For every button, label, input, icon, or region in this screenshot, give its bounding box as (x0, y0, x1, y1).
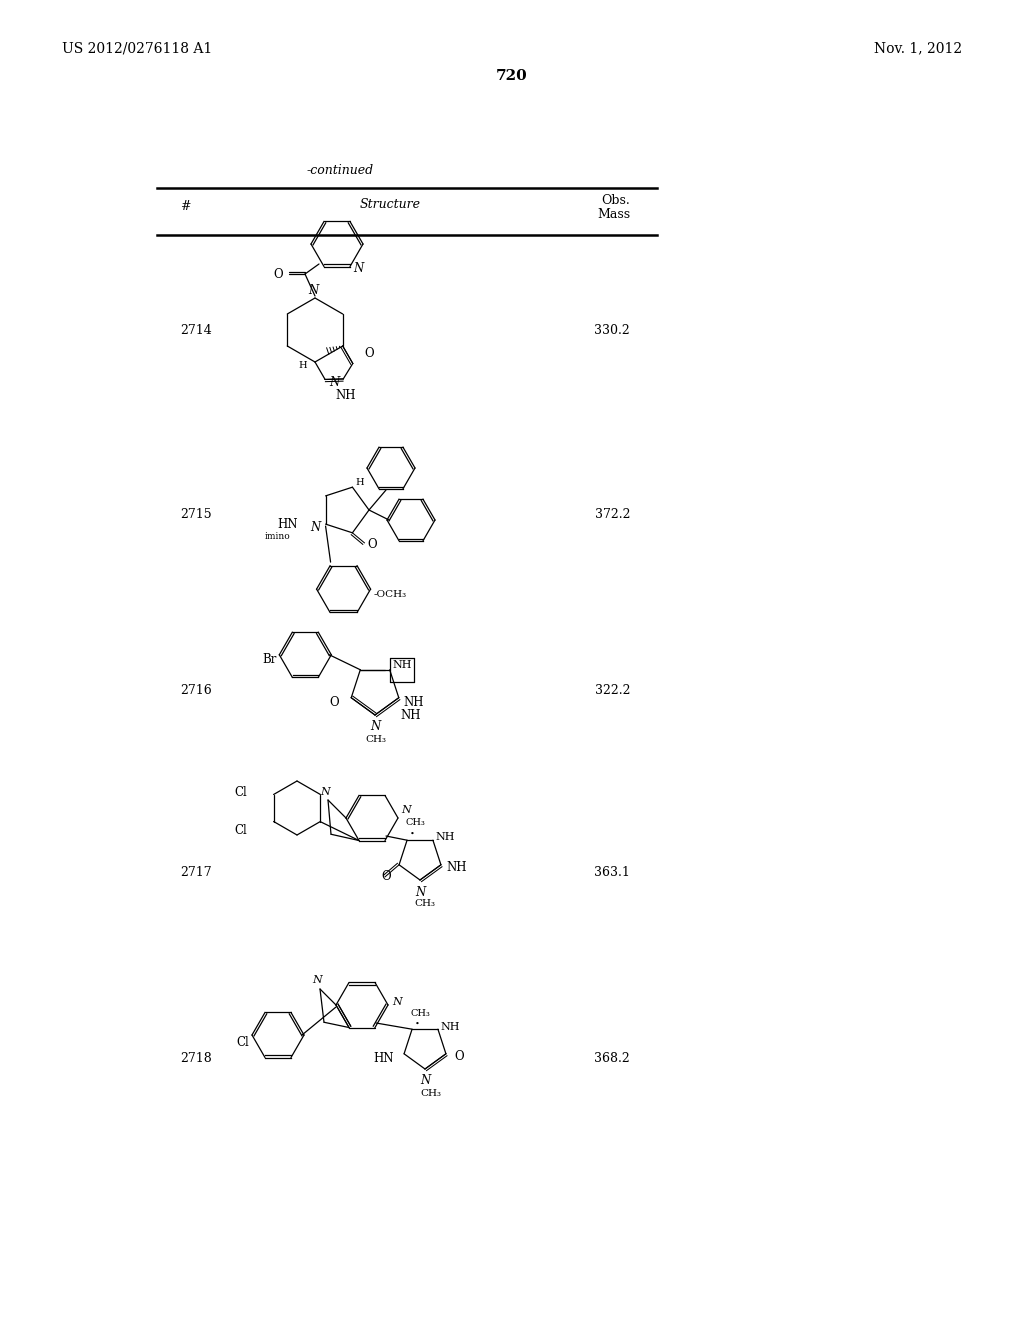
Text: N: N (308, 284, 318, 297)
Text: CH₃: CH₃ (406, 817, 425, 826)
Text: NH: NH (403, 696, 424, 709)
Text: N: N (312, 975, 322, 985)
Text: O: O (365, 347, 375, 360)
Text: CH₃: CH₃ (414, 899, 435, 908)
Text: Obs.: Obs. (601, 194, 630, 206)
Text: N: N (392, 997, 401, 1007)
Text: 372.2: 372.2 (595, 508, 630, 521)
Text: 322.2: 322.2 (595, 684, 630, 697)
Text: NH: NH (436, 832, 456, 842)
Text: #: # (180, 201, 190, 214)
Text: Nov. 1, 2012: Nov. 1, 2012 (873, 41, 962, 55)
Text: 330.2: 330.2 (594, 323, 630, 337)
Text: N: N (329, 376, 339, 389)
Text: •: • (415, 1020, 420, 1028)
Text: NH: NH (392, 660, 413, 669)
Text: 2715: 2715 (180, 508, 212, 521)
Text: Structure: Structure (359, 198, 421, 211)
Text: Cl: Cl (237, 1036, 249, 1049)
Text: Cl: Cl (234, 785, 247, 799)
Text: 2716: 2716 (180, 684, 212, 697)
Text: N: N (353, 261, 364, 275)
Text: 363.1: 363.1 (594, 866, 630, 879)
Text: O: O (382, 870, 391, 883)
Text: N: N (370, 721, 380, 734)
Text: 368.2: 368.2 (594, 1052, 630, 1064)
Text: iminο: iminο (265, 532, 291, 541)
Text: 2717: 2717 (180, 866, 212, 879)
Text: 2718: 2718 (180, 1052, 212, 1064)
Text: CH₃: CH₃ (410, 1008, 430, 1018)
Text: -OCH₃: -OCH₃ (374, 590, 407, 598)
Text: O: O (330, 696, 339, 709)
Text: N: N (310, 520, 321, 533)
Text: NH: NH (335, 389, 355, 403)
Text: Mass: Mass (597, 207, 630, 220)
Text: H: H (299, 362, 307, 371)
Text: N: N (401, 805, 411, 814)
Text: US 2012/0276118 A1: US 2012/0276118 A1 (62, 41, 212, 55)
Text: HN: HN (374, 1052, 394, 1065)
Text: O: O (368, 539, 377, 552)
Text: NH: NH (441, 1022, 461, 1032)
Text: Cl: Cl (234, 824, 247, 837)
Text: NH: NH (445, 861, 466, 874)
Text: O: O (454, 1051, 464, 1064)
Text: CH₃: CH₃ (420, 1089, 441, 1097)
Text: O: O (273, 268, 283, 281)
Text: NH: NH (400, 709, 421, 722)
Text: •: • (410, 830, 415, 838)
Text: 2714: 2714 (180, 323, 212, 337)
Text: CH₃: CH₃ (365, 734, 386, 743)
Text: 720: 720 (496, 69, 528, 83)
Text: Br: Br (262, 653, 276, 667)
Text: H: H (355, 478, 365, 487)
Text: N: N (321, 787, 330, 797)
Text: HN: HN (278, 517, 298, 531)
Text: -continued: -continued (306, 164, 374, 177)
Text: N: N (420, 1074, 430, 1088)
Text: N: N (415, 886, 425, 899)
